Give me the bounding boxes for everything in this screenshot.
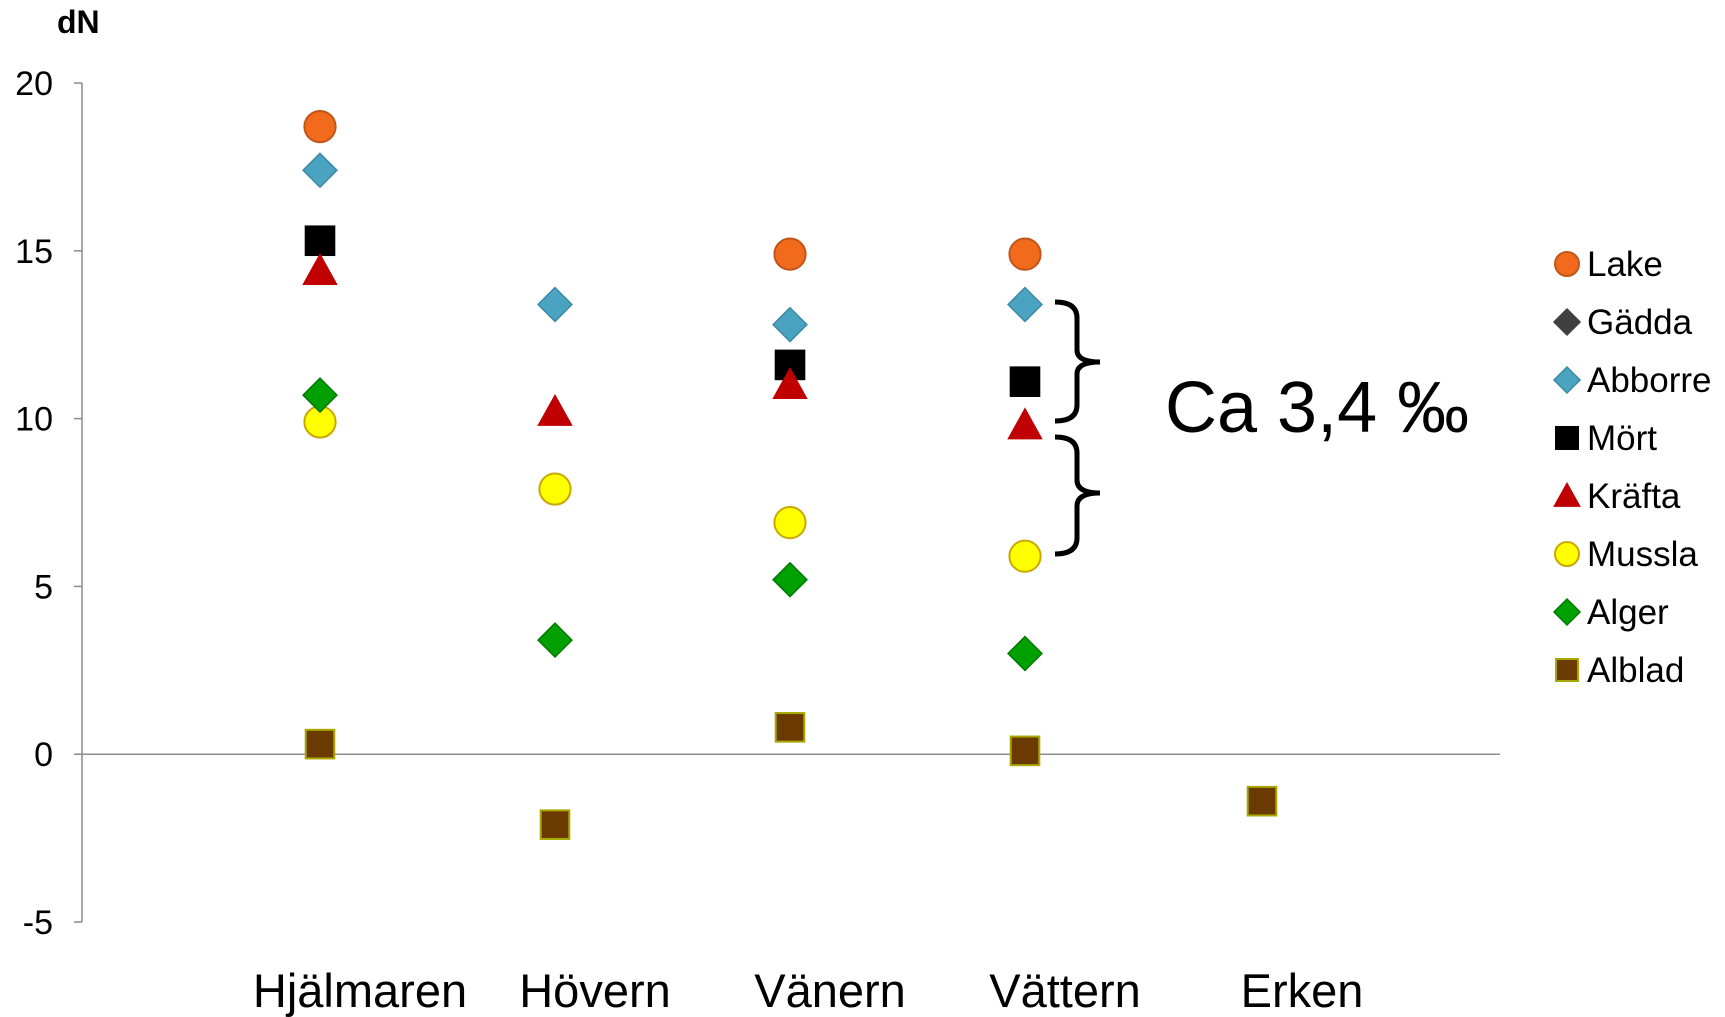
y-tick-labels: 20 15 10 5 0 -5 bbox=[15, 65, 82, 942]
point-alblad bbox=[774, 712, 806, 743]
point-mussla bbox=[773, 506, 807, 540]
point-mussla bbox=[1008, 539, 1042, 573]
legend-label-m-rt: Mört bbox=[1587, 419, 1657, 458]
legend-label-alblad: Alblad bbox=[1587, 651, 1684, 690]
point-alblad bbox=[1246, 785, 1278, 817]
legend-label-abborre: Abborre bbox=[1587, 361, 1712, 400]
point-alger bbox=[772, 561, 808, 598]
y-axis-title: dN bbox=[57, 4, 100, 40]
point-kr-fta bbox=[537, 393, 573, 426]
point-lake bbox=[303, 110, 337, 144]
lower-brace bbox=[1054, 434, 1101, 557]
legend-label-lake: Lake bbox=[1587, 245, 1663, 284]
legend-label-alger: Alger bbox=[1587, 593, 1669, 632]
y-tick-label: 15 bbox=[15, 233, 53, 271]
point-alblad bbox=[1009, 735, 1041, 767]
point-m-rt bbox=[304, 225, 336, 257]
data-points bbox=[302, 110, 1278, 840]
point-alblad bbox=[304, 728, 336, 760]
y-tick-label: 10 bbox=[15, 401, 53, 439]
point-kr-fta bbox=[772, 367, 808, 400]
legend-marker-g-dda bbox=[1552, 307, 1582, 337]
legend-marker-alblad bbox=[1555, 658, 1579, 682]
upper-brace bbox=[1054, 299, 1101, 424]
legend-marker-alger bbox=[1552, 597, 1582, 627]
point-lake bbox=[773, 237, 807, 271]
point-kr-fta bbox=[302, 253, 338, 285]
category-label: Vänern bbox=[754, 964, 906, 1017]
point-alger bbox=[537, 622, 573, 659]
point-abborre bbox=[1007, 286, 1043, 323]
legend-marker-kr-fta bbox=[1553, 481, 1581, 507]
point-lake bbox=[1008, 237, 1042, 271]
category-label: Hjälmaren bbox=[253, 964, 467, 1017]
y-tick-label: 5 bbox=[34, 568, 53, 606]
y-tick-label: 0 bbox=[34, 736, 53, 774]
point-alger bbox=[1007, 635, 1043, 672]
point-abborre bbox=[302, 152, 338, 189]
legend-marker-lake bbox=[1554, 251, 1580, 277]
category-labels: Hjälmaren Hövern Vänern Vättern Erken bbox=[253, 964, 1363, 1017]
point-mussla bbox=[538, 472, 572, 506]
y-tick-label: -5 bbox=[23, 904, 53, 942]
category-label: Vättern bbox=[989, 964, 1141, 1017]
point-alblad bbox=[539, 809, 571, 840]
category-label: Erken bbox=[1241, 964, 1364, 1017]
legend-label-g-dda: Gädda bbox=[1587, 303, 1693, 342]
legend-label-mussla: Mussla bbox=[1587, 535, 1698, 574]
point-abborre bbox=[772, 306, 808, 343]
category-label: Hövern bbox=[519, 964, 671, 1017]
point-alger bbox=[302, 377, 338, 414]
legend-marker-mussla bbox=[1554, 541, 1580, 567]
legend: Lake Gädda Abborre Mört Kräfta Mussla Alger Alb… bbox=[1552, 245, 1712, 690]
annotation-braces bbox=[1054, 299, 1101, 557]
point-kr-fta bbox=[1007, 407, 1043, 440]
axes bbox=[81, 83, 1500, 922]
y-tick-label: 20 bbox=[15, 65, 53, 103]
legend-marker-m-rt bbox=[1555, 426, 1579, 450]
point-m-rt bbox=[1009, 366, 1041, 397]
legend-label-kr-fta: Kräfta bbox=[1587, 477, 1681, 516]
annotation-label: Ca 3,4 ‰ bbox=[1165, 368, 1469, 448]
legend-marker-abborre bbox=[1552, 365, 1582, 395]
point-abborre bbox=[537, 286, 573, 323]
